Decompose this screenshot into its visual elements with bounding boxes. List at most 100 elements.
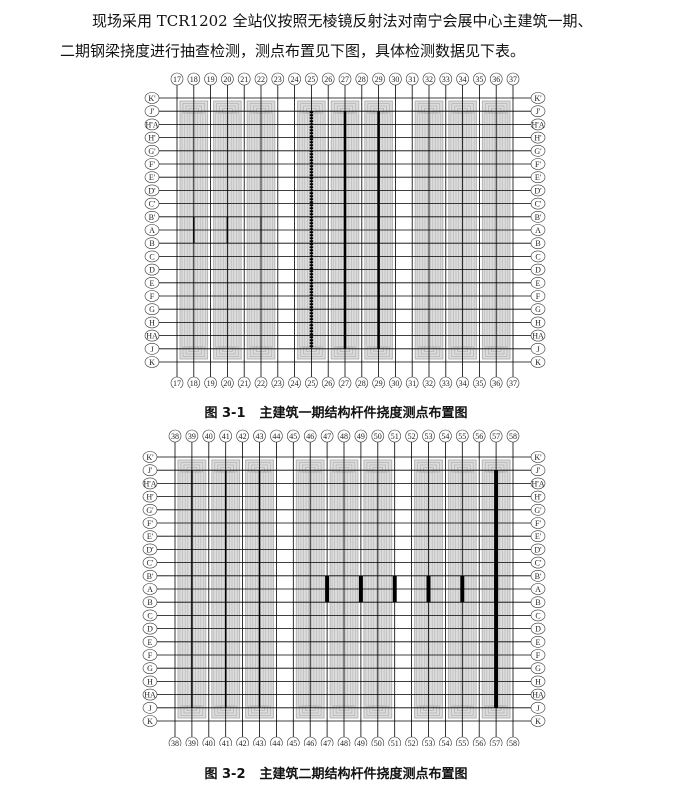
axis-bubble bbox=[303, 429, 317, 443]
column-label-bottom: 26 bbox=[324, 379, 332, 388]
paragraph-line-1: 现场采用 TCR1202 全站仪按照无棱镜反射法对南宁会展中心主建筑一期、 bbox=[92, 12, 593, 30]
row-label-left: H' bbox=[146, 493, 154, 502]
axis-bubble bbox=[187, 72, 201, 86]
column-label-top: 46 bbox=[306, 432, 314, 441]
row-label-left: F' bbox=[149, 160, 155, 169]
column-label-bottom: 54 bbox=[441, 739, 449, 746]
column-label-top: 20 bbox=[223, 75, 231, 84]
column-label-top: 47 bbox=[323, 432, 331, 441]
axis-bubble bbox=[142, 504, 158, 516]
axis-bubble bbox=[142, 583, 158, 595]
axis-bubble bbox=[439, 376, 453, 388]
figure-title: 主建筑二期结构杆件挠度测点布置图 bbox=[259, 767, 468, 782]
axis-bubble bbox=[254, 72, 268, 86]
column-label-bottom: 52 bbox=[408, 739, 416, 746]
axis-bubble bbox=[219, 736, 232, 746]
axis-bubble bbox=[144, 290, 160, 302]
axis-bubble bbox=[530, 622, 546, 635]
row-label-left: D bbox=[149, 266, 155, 275]
axis-bubble bbox=[530, 171, 546, 183]
axis-bubble bbox=[288, 72, 301, 86]
column-label-top: 56 bbox=[475, 432, 483, 441]
row-label-left: C' bbox=[149, 200, 156, 209]
column-label-bottom: 19 bbox=[207, 379, 215, 388]
column-label-top: 44 bbox=[272, 432, 280, 441]
row-label-right: D bbox=[535, 266, 541, 275]
column-label-bottom: 37 bbox=[509, 379, 517, 388]
row-label-right: H' bbox=[534, 493, 542, 502]
axis-bubble bbox=[489, 72, 503, 86]
column-label-bottom: 18 bbox=[190, 379, 198, 388]
column-label-top: 33 bbox=[442, 75, 450, 84]
paragraph-line-2: 二期钢梁挠度进行抽查检测，测点布置见下图，具体检测数据见下表。 bbox=[60, 42, 526, 60]
row-label-left: G bbox=[149, 305, 155, 314]
column-label-top: 34 bbox=[459, 75, 467, 84]
row-label-left: B' bbox=[149, 213, 156, 222]
axis-bubble bbox=[506, 376, 520, 388]
axis-bubble bbox=[530, 263, 546, 276]
column-label-top: 54 bbox=[441, 432, 449, 441]
axis-bubble bbox=[270, 736, 283, 746]
axis-bubble bbox=[530, 237, 546, 249]
column-label-top: 51 bbox=[391, 432, 399, 441]
column-label-top: 41 bbox=[222, 432, 230, 441]
axis-bubble bbox=[168, 736, 182, 746]
axis-bubble bbox=[405, 72, 419, 86]
row-label-right: A bbox=[535, 226, 541, 235]
column-label-bottom: 36 bbox=[492, 379, 500, 388]
row-label-right: E' bbox=[535, 173, 542, 182]
column-label-bottom: 51 bbox=[391, 739, 399, 746]
axis-bubble bbox=[337, 736, 351, 746]
row-label-left: C bbox=[149, 252, 154, 261]
axis-bubble bbox=[530, 517, 546, 529]
column-label-bottom: 45 bbox=[289, 739, 297, 746]
axis-bubble bbox=[144, 171, 160, 183]
row-label-left: B bbox=[147, 598, 152, 607]
axis-bubble bbox=[253, 429, 266, 443]
axis-bubble bbox=[439, 72, 453, 86]
axis-bubble bbox=[506, 736, 520, 746]
row-label-left: HA bbox=[146, 332, 158, 341]
column-label-bottom: 33 bbox=[442, 379, 450, 388]
axis-bubble bbox=[354, 429, 368, 443]
axis-bubble bbox=[389, 72, 402, 86]
axis-bubble bbox=[389, 376, 402, 388]
column-label-bottom: 27 bbox=[341, 379, 349, 388]
axis-bubble bbox=[530, 570, 546, 582]
row-label-right: A bbox=[535, 585, 541, 594]
axis-bubble bbox=[422, 72, 436, 86]
axis-bubble bbox=[219, 429, 232, 443]
axis-bubble bbox=[286, 429, 300, 443]
axis-bubble bbox=[530, 662, 546, 674]
column-label-top: 48 bbox=[340, 432, 348, 441]
axis-bubble bbox=[506, 72, 520, 86]
axis-bubble bbox=[530, 636, 546, 648]
row-label-left: J' bbox=[148, 466, 153, 475]
column-label-bottom: 47 bbox=[323, 739, 331, 746]
row-label-right: H bbox=[535, 677, 541, 686]
axis-bubble bbox=[144, 342, 160, 355]
row-label-right: C' bbox=[535, 559, 542, 568]
column-label-top: 49 bbox=[357, 432, 365, 441]
column-label-top: 25 bbox=[307, 75, 315, 84]
axis-bubble bbox=[204, 72, 217, 86]
row-label-right: G' bbox=[534, 506, 542, 515]
axis-bubble bbox=[530, 715, 546, 727]
row-label-right: D bbox=[535, 625, 541, 634]
column-label-bottom: 21 bbox=[240, 379, 248, 388]
axis-bubble bbox=[530, 477, 546, 490]
axis-bubble bbox=[144, 158, 160, 170]
column-label-bottom: 35 bbox=[475, 379, 483, 388]
row-label-right: C bbox=[535, 252, 540, 261]
axis-bubble bbox=[236, 429, 249, 443]
row-label-right: J' bbox=[536, 107, 541, 116]
row-label-right: F bbox=[536, 651, 541, 660]
axis-bubble bbox=[142, 715, 158, 727]
axis-bubble bbox=[253, 736, 266, 746]
axis-bubble bbox=[321, 72, 335, 86]
axis-bubble bbox=[305, 72, 318, 86]
axis-bubble bbox=[530, 184, 546, 197]
row-label-right: H' bbox=[534, 134, 542, 143]
axis-bubble bbox=[305, 376, 318, 388]
column-label-top: 53 bbox=[425, 432, 433, 441]
